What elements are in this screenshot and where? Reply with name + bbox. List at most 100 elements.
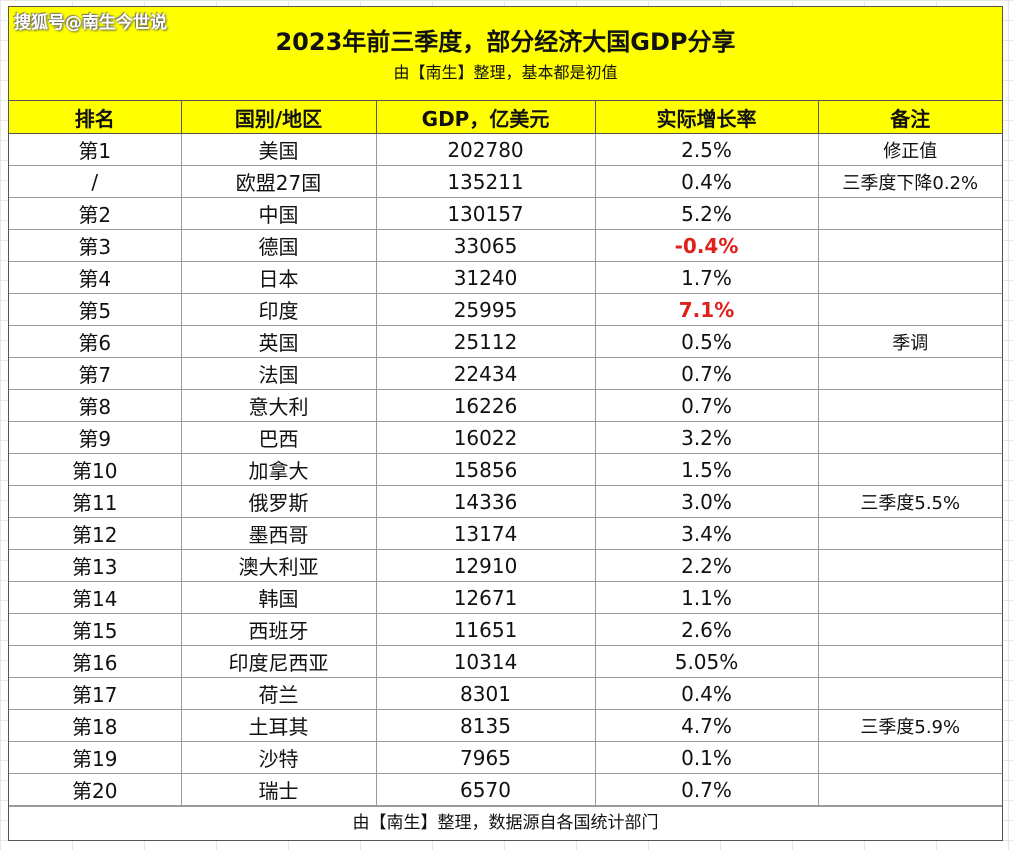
cell-note: 三季度下降0.2% (817, 165, 1002, 198)
table-row: 第2 中国 130157 5.2% (9, 197, 1002, 230)
cell-growth: 2.2% (594, 549, 819, 582)
cell-growth: -0.4% (594, 229, 819, 262)
gdp-table: 排名 国别/地区 GDP，亿美元 实际增长率 备注 第1 美国 202780 2.5%… (9, 101, 1002, 806)
cell-gdp: 22434 (375, 357, 596, 390)
cell-growth: 3.2% (594, 421, 819, 454)
cell-gdp: 130157 (375, 197, 596, 230)
table-row: 第6 英国 25112 0.5% 季调 (9, 325, 1002, 358)
cell-rank: 第8 (9, 389, 182, 422)
cell-note (817, 549, 1002, 582)
cell-growth: 0.4% (594, 165, 819, 198)
cell-gdp: 10314 (375, 645, 596, 678)
cell-note (817, 613, 1002, 646)
cell-growth: 5.2% (594, 197, 819, 230)
cell-note (817, 229, 1002, 262)
cell-rank: 第10 (9, 453, 182, 486)
table-row: 第11 俄罗斯 14336 3.0% 三季度5.5% (9, 485, 1002, 518)
cell-growth: 0.4% (594, 677, 819, 710)
cell-growth: 2.6% (594, 613, 819, 646)
cell-rank: 第4 (9, 261, 182, 294)
cell-growth: 2.5% (594, 133, 819, 166)
cell-gdp: 25995 (375, 293, 596, 326)
header-rank: 排名 (9, 101, 182, 134)
cell-growth: 1.5% (594, 453, 819, 486)
cell-rank: 第20 (9, 773, 182, 806)
cell-growth: 0.1% (594, 741, 819, 774)
cell-growth: 0.7% (594, 773, 819, 806)
cell-region: 荷兰 (180, 677, 377, 710)
cell-rank: 第5 (9, 293, 182, 326)
cell-gdp: 31240 (375, 261, 596, 294)
table-footer: 由【南生】整理，数据源自各国统计部门 (9, 806, 1002, 840)
cell-gdp: 202780 (375, 133, 596, 166)
cell-gdp: 13174 (375, 517, 596, 550)
table-row: 第7 法国 22434 0.7% (9, 357, 1002, 390)
cell-gdp: 135211 (375, 165, 596, 198)
cell-gdp: 16022 (375, 421, 596, 454)
cell-growth: 0.7% (594, 389, 819, 422)
cell-note (817, 773, 1002, 806)
table-row: 第15 西班牙 11651 2.6% (9, 613, 1002, 646)
table-body: 第1 美国 202780 2.5% 修正值 / 欧盟27国 135211 0.4% 三季度下降0.… (9, 133, 1002, 806)
table-row: 第1 美国 202780 2.5% 修正值 (9, 133, 1002, 166)
cell-gdp: 33065 (375, 229, 596, 262)
cell-region: 瑞士 (180, 773, 377, 806)
cell-gdp: 15856 (375, 453, 596, 486)
table-row: 第17 荷兰 8301 0.4% (9, 677, 1002, 710)
cell-rank: 第12 (9, 517, 182, 550)
table-row: 第8 意大利 16226 0.7% (9, 389, 1002, 422)
cell-growth: 4.7% (594, 709, 819, 742)
cell-note (817, 645, 1002, 678)
cell-note (817, 357, 1002, 390)
cell-rank: 第15 (9, 613, 182, 646)
cell-gdp: 25112 (375, 325, 596, 358)
cell-region: 墨西哥 (180, 517, 377, 550)
header-gdp: GDP，亿美元 (375, 101, 596, 134)
cell-rank: 第13 (9, 549, 182, 582)
title-block: 2023年前三季度，部分经济大国GDP分享 由【南生】整理，基本都是初值 (9, 7, 1002, 101)
cell-region: 英国 (180, 325, 377, 358)
table-row: 第5 印度 25995 7.1% (9, 293, 1002, 326)
cell-note (817, 677, 1002, 710)
cell-region: 欧盟27国 (180, 165, 377, 198)
cell-region: 德国 (180, 229, 377, 262)
cell-rank: 第16 (9, 645, 182, 678)
cell-rank: 第19 (9, 741, 182, 774)
gdp-table-frame: 2023年前三季度，部分经济大国GDP分享 由【南生】整理，基本都是初值 排名 … (8, 6, 1003, 841)
cell-gdp: 6570 (375, 773, 596, 806)
table-row: 第13 澳大利亚 12910 2.2% (9, 549, 1002, 582)
cell-region: 西班牙 (180, 613, 377, 646)
table-row: 第12 墨西哥 13174 3.4% (9, 517, 1002, 550)
cell-region: 沙特 (180, 741, 377, 774)
cell-region: 韩国 (180, 581, 377, 614)
cell-note: 三季度5.9% (817, 709, 1002, 742)
cell-gdp: 14336 (375, 485, 596, 518)
cell-growth: 5.05% (594, 645, 819, 678)
cell-region: 印度尼西亚 (180, 645, 377, 678)
cell-note (817, 389, 1002, 422)
cell-note (817, 197, 1002, 230)
cell-gdp: 8135 (375, 709, 596, 742)
cell-note: 三季度5.5% (817, 485, 1002, 518)
table-row: 第14 韩国 12671 1.1% (9, 581, 1002, 614)
cell-growth: 3.0% (594, 485, 819, 518)
table-row: / 欧盟27国 135211 0.4% 三季度下降0.2% (9, 165, 1002, 198)
cell-gdp: 11651 (375, 613, 596, 646)
table-subtitle: 由【南生】整理，基本都是初值 (393, 63, 618, 82)
cell-note: 修正值 (817, 133, 1002, 166)
cell-growth: 0.5% (594, 325, 819, 358)
table-row: 第9 巴西 16022 3.2% (9, 421, 1002, 454)
cell-gdp: 16226 (375, 389, 596, 422)
table-row: 第3 德国 33065 -0.4% (9, 229, 1002, 262)
cell-note (817, 293, 1002, 326)
cell-region: 土耳其 (180, 709, 377, 742)
cell-rank: 第7 (9, 357, 182, 390)
cell-note (817, 453, 1002, 486)
cell-gdp: 8301 (375, 677, 596, 710)
cell-note: 季调 (817, 325, 1002, 358)
cell-region: 意大利 (180, 389, 377, 422)
cell-gdp: 12910 (375, 549, 596, 582)
cell-note (817, 261, 1002, 294)
cell-rank: 第9 (9, 421, 182, 454)
table-row: 第4 日本 31240 1.7% (9, 261, 1002, 294)
